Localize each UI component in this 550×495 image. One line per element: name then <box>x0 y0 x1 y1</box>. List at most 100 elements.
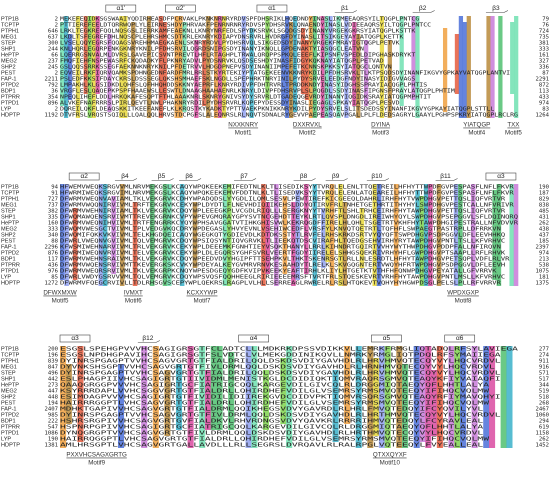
end-position: 838 <box>539 203 550 209</box>
structure-label: β6 <box>185 173 193 180</box>
end-position: 294 <box>539 419 550 425</box>
end-position: 113 <box>539 89 549 95</box>
end-position: 485 <box>539 209 549 215</box>
helix-box <box>238 334 269 343</box>
column-shade <box>280 358 287 424</box>
column-shade <box>72 208 78 280</box>
start-position: 792 <box>48 83 58 89</box>
strand-arrow <box>114 178 138 181</box>
motif-pattern: PXXVHCSAGXGRTG <box>66 452 127 459</box>
sequence: DFWQMVWESGCTVIVMLTPLVEDGVKQCDRYWPDEGASLY… <box>60 227 501 233</box>
protein-name: SHP2 <box>1 394 16 400</box>
sequence: HSHRSRGPIVVHCSAGVGRTGVFIALDKVLRHVRDNGSVD… <box>60 419 484 425</box>
sequence: DFWRMVWEQNIHVIVMLTRTFENGRRKCYQYWPHSAVGGA… <box>60 221 519 227</box>
strand-arrow <box>485 10 509 13</box>
column-shade <box>245 346 252 448</box>
helix-box <box>256 4 288 13</box>
motif-name: Motif6 <box>125 298 142 305</box>
strand-arrow <box>137 340 160 343</box>
column-shade <box>64 184 69 286</box>
strand-arrow <box>293 178 316 181</box>
sequence: LQERRGSNVALMLDVRSLGAVEPICSVNTPREVTLHFLRT… <box>60 53 416 59</box>
motif-pattern: DYINA <box>371 122 391 129</box>
column-shade <box>182 22 187 112</box>
structure-label: α1 <box>268 5 276 12</box>
column-shade <box>107 34 112 112</box>
column-shade <box>466 16 471 118</box>
sequence: DYNQGRGPTVVHCSAGVGRTGTFIVLDRMLQQLDSKDSVD… <box>60 431 484 437</box>
strand-arrow <box>179 178 202 181</box>
sequence: HSPNRPGPIVVHCSAGIGRTGCFIATRIGCQQLKARGEVD… <box>60 425 484 431</box>
sequence: AMLHRSGPTLVHCSAGVGRTGALLAVDLLLRLLSEGRSLD… <box>60 443 484 449</box>
protein-name: FAP-1 <box>1 244 17 250</box>
column-shade <box>458 184 463 286</box>
sequence: DYINRSPGAGPTVVHCSAGVGRTGTFIVLDRMLQQLDSKD… <box>60 413 502 419</box>
helix-box <box>68 172 100 181</box>
start-position: 436 <box>48 263 58 269</box>
protein-name: SHP1 <box>1 376 16 382</box>
protein-name: PEST <box>1 400 16 406</box>
sequence: EQVEILRKFIQRVQAMKSPDHNGEDNFARDFMRLRRLSTK… <box>60 71 510 77</box>
end-position: 916 <box>539 365 549 371</box>
end-position: 724 <box>539 29 550 35</box>
start-position: 66 <box>51 53 58 59</box>
column-shade <box>226 184 232 286</box>
start-position: 273 <box>48 383 58 389</box>
structure-label: β3 <box>492 5 500 12</box>
strand-arrow <box>234 178 257 181</box>
column-shade <box>471 346 478 448</box>
column-shade <box>187 346 194 448</box>
motif-pattern: QTXXQYXF <box>373 452 407 459</box>
column-shade <box>514 16 519 118</box>
column-shade <box>411 16 416 100</box>
column-shade <box>192 202 198 268</box>
column-shade <box>174 16 179 118</box>
end-position: 1264 <box>536 113 550 119</box>
end-position: 519 <box>539 389 549 395</box>
column-shade <box>342 202 348 286</box>
column-shade <box>364 40 369 106</box>
column-shade <box>91 16 96 118</box>
helix-box <box>105 4 137 13</box>
sequence: ALVKEFNAFRRRSLPIRLQEVTLNWLPHAKNRYRDILPYD… <box>60 101 400 107</box>
start-position: 340 <box>48 233 58 239</box>
structure-label: β2 <box>419 5 427 12</box>
column-shade <box>356 34 361 118</box>
end-position: 2291 <box>536 77 549 83</box>
end-position: 83 <box>542 107 549 113</box>
sequence: DFWRMVWEQRSRVIVMLTKLVEKGRPKCNQYWPESDGEQY… <box>60 269 497 275</box>
protein-name: LYP <box>1 436 11 442</box>
sequence: DYVNKSHSGPTVVHCSAGVGRTGTFIVLDRMLQQLDSKDS… <box>60 365 496 371</box>
protein-name: PTPRR <box>1 424 20 430</box>
sequence: MDHKTGAPIVVHCSAGVGRTGTFIALDRMLQQIKHEGSVD… <box>60 407 484 413</box>
start-position: 448 <box>48 395 59 401</box>
start-position: 1192 <box>45 113 58 119</box>
start-position: 335 <box>48 215 58 221</box>
column-shade <box>262 370 270 430</box>
protein-name: FAP-1 <box>1 406 17 412</box>
end-position: 1075 <box>536 269 549 275</box>
motif-name: Motif8 <box>455 298 472 305</box>
start-position: 94 <box>51 185 58 191</box>
sequence: DYINRSPGAGPTVVHCSAGVGRTGTFIALDRILQQLDSKD… <box>60 359 502 365</box>
start-position: 194 <box>48 401 59 407</box>
end-position: 1375 <box>536 281 549 287</box>
protein-name: PTPH1 <box>1 358 19 364</box>
column-shade <box>199 346 206 448</box>
motif-pattern: DXXRVXL <box>293 122 322 129</box>
protein-name: SHP1 <box>1 214 16 220</box>
end-position: 344 <box>539 383 550 389</box>
structure-label: α3 <box>71 335 79 342</box>
start-position: 244 <box>48 47 59 53</box>
column-shade <box>119 16 124 118</box>
column-shade <box>194 40 199 118</box>
column-shade <box>415 190 420 274</box>
column-shade <box>265 202 271 274</box>
start-position: 442 <box>48 377 58 383</box>
end-position: 1158 <box>536 431 550 437</box>
protein-name: PTPD2 <box>1 82 19 88</box>
column-shade <box>384 346 391 448</box>
column-shade <box>387 40 392 118</box>
helix-box <box>485 172 517 181</box>
end-position: 268 <box>539 401 550 407</box>
